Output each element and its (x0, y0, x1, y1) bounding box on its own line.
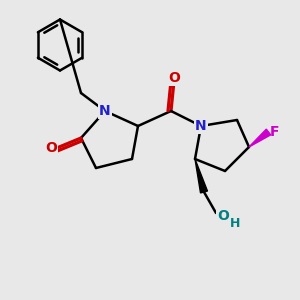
Text: F: F (270, 125, 279, 139)
Text: N: N (195, 119, 207, 133)
Polygon shape (249, 129, 271, 147)
Text: N: N (99, 104, 111, 118)
Text: O: O (218, 209, 230, 223)
Polygon shape (195, 159, 208, 193)
Text: O: O (45, 142, 57, 155)
Text: H: H (230, 217, 241, 230)
Text: O: O (168, 71, 180, 85)
